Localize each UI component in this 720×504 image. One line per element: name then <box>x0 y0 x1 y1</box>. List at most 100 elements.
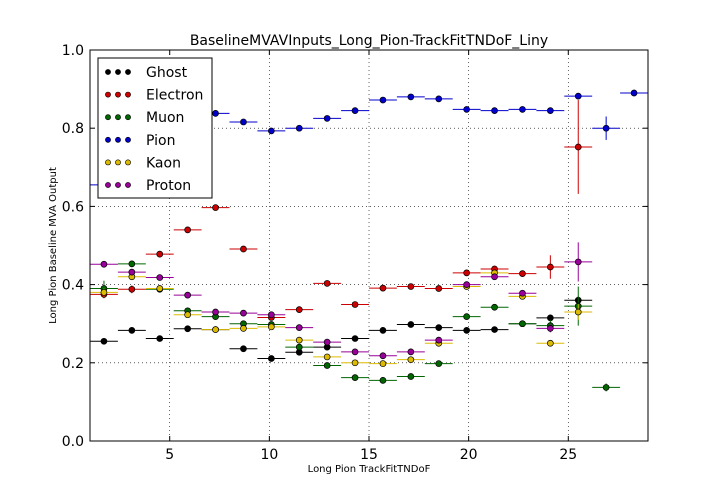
data-point <box>212 308 219 316</box>
legend-item-pion: Pion <box>105 133 175 149</box>
data-point <box>295 124 303 132</box>
legend-marker <box>125 136 131 143</box>
data-point <box>491 273 498 281</box>
data-point <box>128 260 136 268</box>
data-point <box>463 326 470 334</box>
data-point <box>100 289 108 296</box>
data-point <box>351 348 359 356</box>
data-point <box>268 323 275 331</box>
legend-box <box>97 57 213 199</box>
data-point <box>351 335 359 342</box>
legend-label: Proton <box>146 178 191 194</box>
data-point <box>407 321 415 328</box>
data-point <box>295 336 303 344</box>
data-point <box>379 352 387 360</box>
axis-ticks: 5 10 15 20 25 0.0 0.2 0.4 0.6 0.8 1.0 <box>62 43 648 463</box>
data-point <box>295 343 303 351</box>
data-point <box>435 360 443 367</box>
data-point <box>379 326 387 334</box>
series-pion <box>90 89 648 189</box>
series-ghost <box>90 296 593 362</box>
data-point <box>602 384 610 391</box>
legend-label: Pion <box>146 133 175 149</box>
legend-marker <box>125 182 131 188</box>
data-point <box>323 338 331 346</box>
data-point <box>379 360 387 367</box>
data-point <box>546 325 554 332</box>
data-point <box>435 324 443 331</box>
data-point <box>407 283 415 290</box>
data-point <box>574 308 582 316</box>
data-point <box>268 127 275 135</box>
legend-marker <box>125 159 131 166</box>
data-point <box>351 107 359 114</box>
data-point <box>212 326 219 333</box>
data-point <box>268 355 275 362</box>
data-point <box>407 356 415 364</box>
data-point <box>519 270 526 278</box>
data-point <box>463 269 470 277</box>
series-electron <box>90 100 593 321</box>
legend-item-ghost: Ghost <box>105 65 188 81</box>
x-tick-label: 5 <box>165 447 174 463</box>
data-point <box>519 320 526 328</box>
data-point <box>184 325 191 333</box>
data-point <box>351 359 359 367</box>
data-point <box>574 92 582 100</box>
data-point <box>574 258 582 266</box>
data-point <box>463 106 470 113</box>
data-point <box>407 348 415 356</box>
data-point <box>156 335 164 342</box>
data-point <box>323 115 331 122</box>
data-point <box>240 118 247 126</box>
data-point <box>407 93 415 101</box>
data-point <box>184 291 191 299</box>
data-point <box>491 326 498 333</box>
legend-marker <box>105 69 111 75</box>
data-point <box>519 289 526 297</box>
data-point <box>574 143 582 151</box>
legend-marker <box>105 136 111 143</box>
x-tick-label: 25 <box>559 447 577 463</box>
data-point <box>351 374 359 382</box>
data-point <box>156 274 164 281</box>
y-tick-label: 0.6 <box>62 199 84 215</box>
data-point <box>546 339 554 347</box>
data-point <box>240 345 247 353</box>
data-point <box>128 326 136 334</box>
series-proton <box>90 242 593 360</box>
data-point <box>212 109 219 117</box>
data-point <box>100 260 108 268</box>
x-tick-label: 15 <box>360 447 378 463</box>
data-point <box>546 263 554 271</box>
x-tick-label: 20 <box>460 447 478 463</box>
legend-item-kaon: Kaon <box>105 155 181 171</box>
data-point <box>156 250 164 258</box>
data-point <box>435 336 443 344</box>
chart-title: BaselineMVAVInputs_Long_Pion-TrackFitTND… <box>190 33 548 49</box>
y-tick-label: 0.2 <box>62 356 84 372</box>
data-point <box>519 106 526 113</box>
legend-marker <box>115 114 121 121</box>
data-point <box>435 95 443 103</box>
plot-data <box>90 89 648 392</box>
data-point <box>323 280 331 287</box>
data-point <box>379 96 387 104</box>
data-point <box>100 337 108 345</box>
data-point <box>240 309 247 317</box>
legend-item-electron: Electron <box>105 88 203 104</box>
y-tick-label: 0.0 <box>62 434 84 450</box>
x-tick-label: 10 <box>260 447 278 463</box>
y-tick-label: 0.4 <box>62 278 84 294</box>
legend-item-proton: Proton <box>105 178 191 194</box>
data-point <box>128 285 136 293</box>
data-point <box>630 89 638 97</box>
y-axis-label: Long Pion Baseline MVA Output <box>48 167 59 324</box>
legend-marker <box>105 182 111 188</box>
legend-marker <box>125 91 131 98</box>
legend: Ghost Electron Muon Pion Kaon Proton <box>97 57 213 199</box>
legend-label: Electron <box>146 88 203 104</box>
y-tick-label: 1.0 <box>62 43 84 59</box>
data-point <box>184 226 191 234</box>
